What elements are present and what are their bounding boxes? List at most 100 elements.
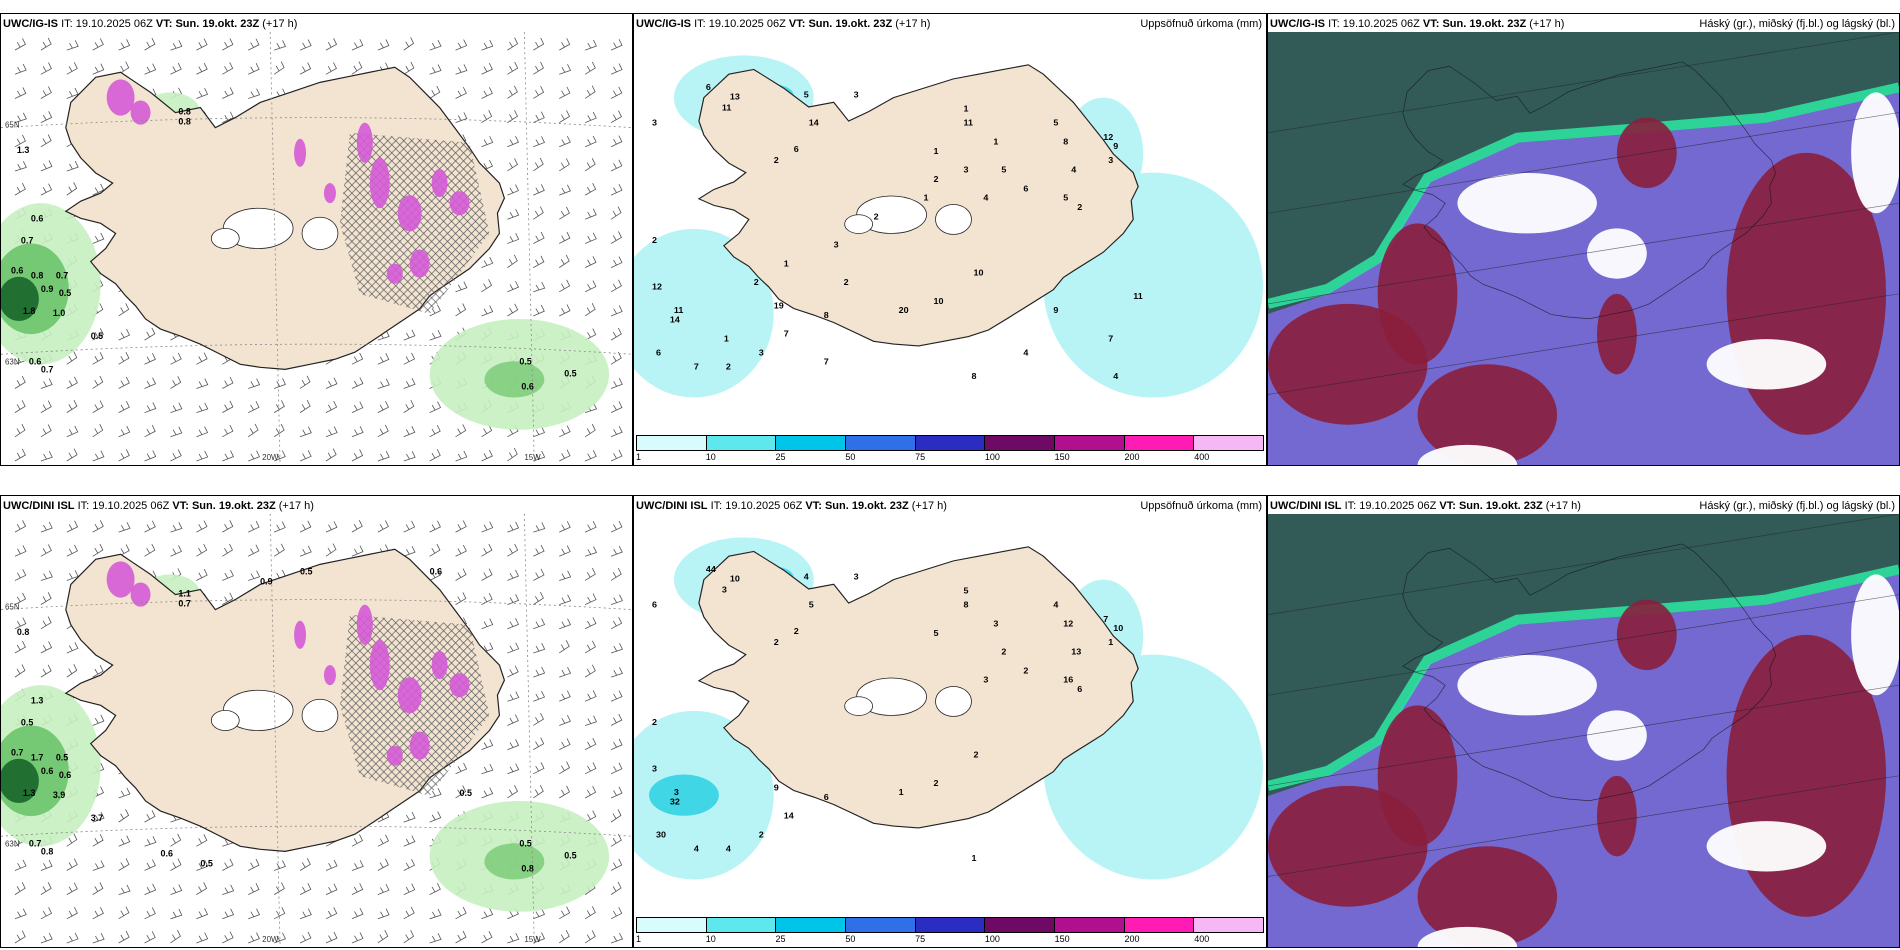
snow-shower: [409, 249, 430, 278]
panel-igis-clouds: UWC/IG-IS IT: 19.10.2025 06Z VT: Sun. 19…: [1267, 13, 1900, 466]
wind-barb: [274, 40, 287, 51]
wind-barb: [118, 884, 131, 896]
wind-barb: [118, 39, 131, 51]
accum-value-label: 2: [754, 277, 759, 287]
wind-barb: [40, 160, 53, 172]
precip-value-label: 0.6: [59, 770, 71, 780]
map-area[interactable]: 0.8 0.8 0.6 0.7 0.6 0.8 0.7 0.9 0.5 1.8 1.0 0.5 0.6 0…: [1, 32, 632, 465]
wind-barb: [584, 85, 596, 99]
initial-time: 19.10.2025 06Z: [725, 500, 803, 512]
initial-time: 19.10.2025 06Z: [92, 500, 170, 512]
glacier: [301, 698, 339, 732]
accum-value-label: 2: [774, 637, 779, 647]
wind-barb: [559, 594, 572, 606]
wind-barb: [559, 158, 570, 172]
precip-heavy: [1, 758, 39, 803]
accum-value-label: 4: [1113, 371, 1118, 381]
wind-barb: [455, 520, 467, 533]
wind-barb: [144, 883, 157, 896]
snow-shower: [130, 582, 151, 607]
wind-barb: [507, 543, 519, 557]
wind-barb: [14, 423, 26, 438]
wind-barb: [429, 543, 441, 557]
wind-barb: [533, 281, 546, 293]
wind-barb: [299, 908, 312, 920]
wind-barb: [66, 642, 79, 654]
wind-barb: [14, 908, 27, 920]
wind-barb: [299, 375, 311, 389]
wind-barb: [455, 39, 468, 51]
initial-time: 19.10.2025 06Z: [1359, 500, 1437, 512]
wind-barb: [325, 859, 338, 871]
graticule-label: 65N: [5, 603, 20, 612]
wind-barb: [222, 858, 234, 871]
wind-barb: [455, 281, 468, 293]
panel-header: UWC/IG-IS IT: 19.10.2025 06Z VT: Sun. 19…: [636, 18, 1262, 32]
low-cloud-area: [1268, 303, 1428, 425]
accum-value-label: 2: [934, 778, 939, 788]
map-area[interactable]: 44 10 3 6 5 4 3 2 2 2 3 3 32 30 9 6 14 4 4 2 5 8 3 2 5 4 12 13 16 6 7 1…: [634, 514, 1266, 917]
panel-right-title: Háský (gr.), miðský (fj.bl.) og lágský (…: [1699, 18, 1895, 30]
wind-barb: [610, 231, 622, 244]
wind-barb: [559, 254, 570, 268]
wind-barb: [92, 328, 104, 341]
precip-value-label: 0.7: [178, 599, 190, 609]
map-area[interactable]: [1268, 514, 1899, 947]
wind-barb: [196, 88, 209, 99]
wind-barb: [170, 40, 183, 51]
wind-barb: [144, 907, 156, 920]
accum-value-label: 2: [759, 830, 764, 840]
map-svg: [1268, 514, 1899, 947]
wind-barb: [118, 858, 130, 871]
wind-barb: [455, 568, 467, 581]
snow-shower: [431, 650, 448, 680]
wind-barb: [507, 521, 520, 533]
legend-tick-label: 1: [636, 452, 642, 462]
wind-barb: [610, 378, 623, 389]
wind-barb: [14, 400, 26, 413]
wind-barb: [481, 136, 494, 148]
map-svg: 1.10.71.30.50.71.7 0.50.6 0.61.3 3.93.70.70…: [1, 514, 632, 947]
low-cloud-area: [1596, 293, 1637, 375]
wind-barb: [584, 256, 597, 268]
wind-barb: [559, 666, 572, 678]
wind-barb: [14, 448, 26, 462]
legend-tick-label: 100: [984, 934, 1000, 944]
model-name: UWC/IG-IS: [636, 18, 691, 30]
wind-barb: [170, 402, 183, 414]
accum-value-label: 5: [934, 628, 939, 638]
legend-swatch: [846, 436, 916, 450]
wind-barb: [377, 520, 389, 533]
wind-barb: [66, 425, 79, 438]
wind-barb: [559, 110, 571, 123]
accum-value-label: 1: [963, 104, 968, 114]
wind-barb: [170, 858, 182, 871]
map-area[interactable]: 1.1 0.7 1.3 0.5 0.7 1.7 0.5 0.6 0.6 1.3 3.9 3.7 0.7 0…: [1, 514, 632, 947]
valid-time: Sun. 19.okt. 23Z: [824, 500, 909, 512]
wind-barb: [248, 932, 260, 944]
wind-barb: [403, 835, 416, 847]
wind-barb: [40, 37, 52, 51]
high-cloud-layer: [1268, 514, 1899, 796]
wind-barb: [507, 158, 518, 172]
accum-value-label: 1: [924, 193, 929, 203]
accum-value-label: 10: [1113, 623, 1123, 633]
wind-barb: [403, 930, 415, 944]
map-area[interactable]: [1268, 32, 1899, 465]
wind-barb: [533, 762, 545, 775]
map-svg: [1268, 32, 1899, 465]
wind-barb: [610, 643, 623, 654]
wind-barb: [481, 931, 493, 944]
map-area[interactable]: 6 13 11 3 14 5 3 2 6 2 12 11 14 6 19 8 7 7 2 3 1 11 1 5 1 5 8 4 5 2 12…: [634, 32, 1266, 435]
wind-barb: [248, 88, 261, 99]
wind-barb: [92, 664, 104, 678]
wind-barb: [559, 738, 571, 750]
wind-barb: [351, 519, 363, 533]
wind-barb: [533, 908, 546, 920]
accum-value-label: 4: [983, 193, 988, 203]
wind-barb: [559, 304, 571, 317]
accum-value-label: 20: [899, 305, 909, 315]
wind-barb: [66, 906, 78, 920]
wind-barb: [92, 232, 105, 244]
